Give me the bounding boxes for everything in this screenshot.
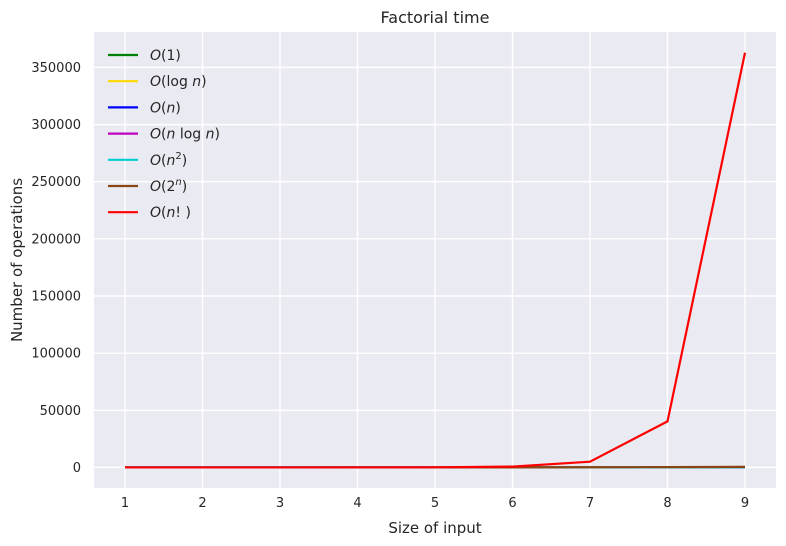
x-tick-label: 7: [586, 496, 594, 511]
y-tick-label: 150000: [31, 290, 81, 305]
legend-label: O(n log n): [150, 127, 220, 143]
legend-label: O(2n): [150, 177, 187, 195]
y-tick-label: 100000: [31, 347, 81, 362]
chart-title: Factorial time: [381, 8, 490, 27]
x-tick-label: 1: [121, 496, 129, 511]
legend-item: O(n): [108, 100, 181, 116]
legend: O(1) O(log n) O(n) O(n log n) O(n2) O(2n) O(n!…: [108, 48, 220, 221]
legend-label: O(n): [150, 100, 181, 116]
x-tick-label: 2: [198, 496, 206, 511]
y-axis-ticks: 0 50000 100000 150000 200000 250000 300000 3500…: [31, 61, 81, 476]
y-tick-label: 0: [73, 461, 81, 476]
y-tick-label: 50000: [40, 404, 81, 419]
legend-label: O(n! ): [150, 205, 191, 221]
x-tick-label: 3: [276, 496, 284, 511]
x-tick-label: 8: [663, 496, 671, 511]
x-tick-label: 6: [508, 496, 516, 511]
legend-label: O(log n): [150, 74, 207, 90]
legend-label: O(n2): [150, 151, 187, 169]
legend-item: O(2n): [108, 177, 187, 195]
x-tick-label: 4: [353, 496, 361, 511]
x-tick-label: 5: [431, 496, 439, 511]
series-layer: [124, 52, 747, 469]
x-axis-label: Size of input: [388, 519, 481, 537]
x-tick-label: 9: [741, 496, 749, 511]
legend-item: O(log n): [108, 74, 207, 90]
y-tick-label: 200000: [31, 232, 81, 247]
legend-item: O(n log n): [108, 127, 220, 143]
legend-item: O(n! ): [108, 205, 191, 221]
y-tick-label: 300000: [31, 118, 81, 133]
legend-item: O(1): [108, 48, 181, 64]
y-axis-label: Number of operations: [8, 178, 26, 342]
legend-label: O(1): [150, 48, 181, 64]
y-tick-label: 350000: [31, 61, 81, 76]
x-axis-ticks: 1 2 3 4 5 6 7 8 9: [121, 496, 749, 511]
y-tick-label: 250000: [31, 175, 81, 190]
series-line: [124, 52, 747, 469]
legend-item: O(n2): [108, 151, 187, 169]
